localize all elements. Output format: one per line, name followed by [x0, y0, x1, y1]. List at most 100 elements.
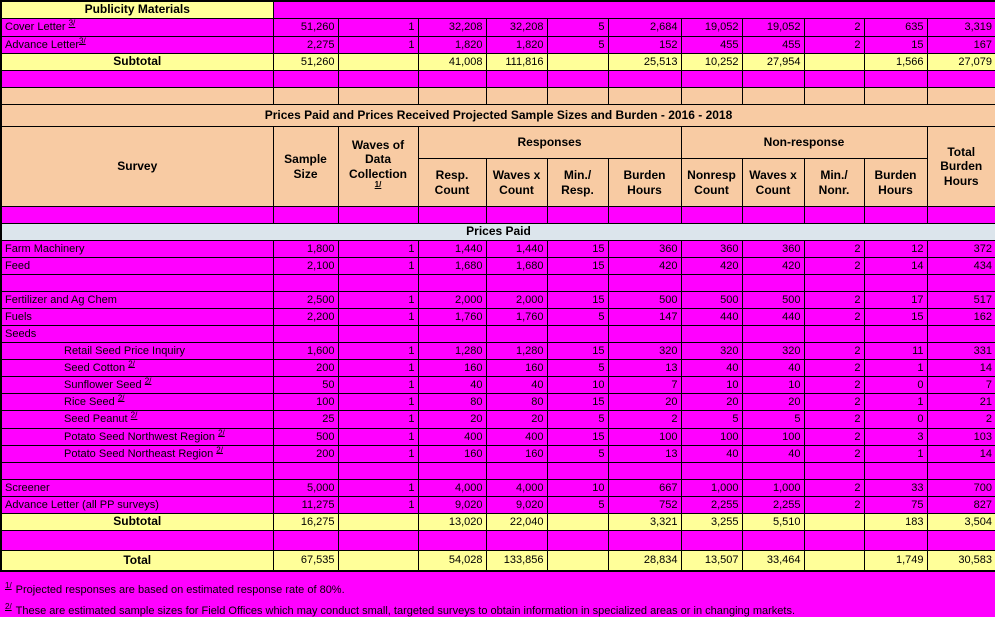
value-cell: 360	[607, 240, 682, 258]
spacer-cell	[272, 462, 339, 480]
value-cell: 1	[337, 257, 419, 275]
row-label: Potato Seed Northwest Region 2/	[0, 428, 274, 446]
spacer-cell	[417, 206, 487, 224]
value-cell: 100	[680, 428, 743, 446]
value-cell: 5,510	[741, 513, 805, 531]
footnote-1-marker: 1/	[5, 581, 12, 591]
value-cell: 2,275	[272, 36, 339, 54]
spacer-cell	[607, 274, 682, 292]
row-label: Subtotal	[0, 53, 274, 71]
spacer-cell	[272, 87, 339, 105]
value-cell: 160	[485, 359, 548, 377]
value-cell: 40	[741, 445, 805, 463]
value-cell: 33	[863, 479, 928, 497]
value-cell	[680, 325, 743, 343]
value-cell	[272, 325, 339, 343]
value-cell: 2,100	[272, 257, 339, 275]
row-fertilizer-and-ag-chem: Fertilizer and Ag Chem 2,500 1 2,000 2,000 15…	[0, 291, 995, 309]
value-cell	[337, 550, 419, 572]
row-label: Retail Seed Price Inquiry	[0, 342, 274, 360]
value-cell: 1	[337, 479, 419, 497]
spacer-cell	[926, 530, 995, 551]
value-cell: 14	[863, 257, 928, 275]
value-cell	[485, 325, 548, 343]
row-farm-machinery: Farm Machinery 1,800 1 1,440 1,440 15 360 360 36…	[0, 240, 995, 258]
value-cell: 13	[607, 359, 682, 377]
spacer-cell	[272, 530, 339, 551]
row-footnote-marker: 2/	[130, 410, 138, 420]
row-label: Advance Letter (all PP surveys)	[0, 496, 274, 514]
value-cell: 2	[803, 376, 865, 394]
value-cell: 3,255	[680, 513, 743, 531]
col-header-nonresp-count-nonresp: Nonresp Count	[680, 158, 743, 207]
spacer-cell	[337, 87, 419, 105]
value-cell: 15	[546, 257, 609, 275]
row-label: Seed Cotton 2/	[0, 359, 274, 377]
row-potato-seed-northeast-region: Potato Seed Northeast Region 2/200 1 160 16…	[0, 445, 995, 463]
spacer-cell	[607, 206, 682, 224]
value-cell: 1,680	[485, 257, 548, 275]
value-cell: 1,800	[272, 240, 339, 258]
row-advance-letter-all-pp-surveys: Advance Letter (all PP surveys) 11,275 1 9,…	[0, 496, 995, 514]
value-cell: 1,600	[272, 342, 339, 360]
value-cell	[607, 325, 682, 343]
row-label: Feed	[0, 257, 274, 275]
spacer-cell	[546, 70, 609, 88]
value-cell: 167	[926, 36, 995, 54]
value-cell: 2	[803, 240, 865, 258]
value-cell: 40	[417, 376, 487, 394]
value-cell: 5	[546, 18, 609, 37]
value-cell: 10	[741, 376, 805, 394]
value-cell: 1	[337, 36, 419, 54]
value-cell: 1	[337, 359, 419, 377]
row-label: Potato Seed Northeast Region 2/	[0, 445, 274, 463]
row-seed-peanut: Seed Peanut 2/25 1 20 20 5 2 5 5 2 0 2	[0, 410, 995, 429]
spacer-cell	[803, 462, 865, 480]
value-cell: 10	[680, 376, 743, 394]
value-cell: 3,319	[926, 18, 995, 37]
spacer-cell	[485, 70, 548, 88]
value-cell: 420	[680, 257, 743, 275]
value-cell: 1,820	[417, 36, 487, 54]
value-cell: 22,040	[485, 513, 548, 531]
spacer-cell	[0, 70, 274, 88]
footnote-2-text: These are estimated sample sizes for Fie…	[15, 605, 795, 617]
table-title: Prices Paid and Prices Received Projecte…	[0, 104, 995, 127]
value-cell: 1	[337, 445, 419, 463]
spacer-cell	[803, 206, 865, 224]
value-cell: 30,583	[926, 550, 995, 572]
value-cell: 100	[607, 428, 682, 446]
row-rice-seed: Rice Seed 2/100 1 80 80 15 20 20 20 2 1 21	[0, 393, 995, 411]
value-cell: 5	[546, 410, 609, 429]
value-cell: 331	[926, 342, 995, 360]
value-cell: 32,208	[417, 18, 487, 37]
spacer-cell	[272, 206, 339, 224]
col-group-nonresponse: Non-response	[680, 126, 928, 159]
value-cell: 372	[926, 240, 995, 258]
spacer_peach-row	[0, 87, 995, 105]
row-total: Total 67,535 54,028 133,856 28,834 13,507 33,4…	[0, 550, 995, 572]
value-cell: 1	[337, 428, 419, 446]
value-cell: 160	[417, 445, 487, 463]
value-cell: 15	[863, 36, 928, 54]
value-cell: 75	[863, 496, 928, 514]
value-cell: 2	[803, 36, 865, 54]
value-cell: 15	[546, 393, 609, 411]
value-cell: 20	[485, 410, 548, 429]
value-cell: 1,440	[417, 240, 487, 258]
value-cell: 5	[741, 410, 805, 429]
value-cell: 1	[863, 359, 928, 377]
value-cell: 27,079	[926, 53, 995, 71]
value-cell: 500	[272, 428, 339, 446]
value-cell: 1	[337, 496, 419, 514]
value-cell: 1,000	[741, 479, 805, 497]
col-header-resp-count-resp: Resp. Count	[417, 158, 487, 207]
table-body: Publicity Materials Cover Letter 3/51,260…	[0, 0, 995, 572]
value-cell: 20	[607, 393, 682, 411]
value-cell: 2	[803, 410, 865, 429]
value-cell: 667	[607, 479, 682, 497]
value-cell: 111,816	[485, 53, 548, 71]
value-cell	[337, 53, 419, 71]
spacer-cell	[863, 274, 928, 292]
